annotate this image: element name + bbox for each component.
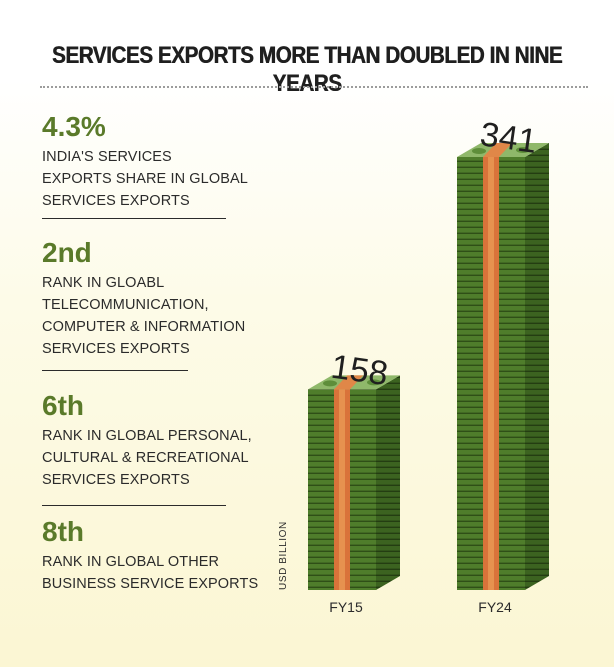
stat-line: INDIA'S SERVICES [42, 149, 172, 165]
x-tick-label: FY24 [478, 599, 512, 615]
stat-value: 2nd [42, 237, 92, 268]
bar-side [376, 375, 400, 590]
bill-seal [367, 379, 381, 386]
bar-value-label: 341 [478, 115, 539, 161]
chart-title: SERVICES EXPORTS MORE THAN DOUBLED IN NI… [51, 42, 563, 97]
bill-seal [323, 380, 337, 387]
stat-divider [42, 505, 226, 506]
stat-value: 6th [42, 390, 84, 421]
stat-description: RANK IN GLOBAL PERSONAL, CULTURAL & RECR… [42, 425, 252, 491]
stat-rank-business: 8th RANK IN GLOBAL OTHER BUSINESS SERVIC… [42, 517, 258, 595]
bar-band-top [334, 375, 364, 390]
y-axis-label: USD BILLION [278, 521, 289, 590]
stat-line: SERVICES EXPORTS [42, 341, 190, 357]
bar-side [525, 143, 549, 590]
bar-fy15: 158 FY15 [308, 348, 400, 615]
bill-seal [472, 148, 486, 154]
stat-description: RANK IN GLOABL TELECOMMUNICATION, COMPUT… [42, 272, 245, 360]
stat-line: RANK IN GLOBAL OTHER [42, 554, 220, 570]
bar-fy24: 341 FY24 [457, 115, 549, 615]
stat-line: RANK IN GLOABL [42, 275, 165, 291]
stat-divider [42, 218, 226, 219]
stat-line: BUSINESS SERVICE EXPORTS [42, 576, 259, 592]
stat-share: 4.3% INDIA'S SERVICES EXPORTS SHARE IN G… [42, 112, 248, 212]
stat-divider [42, 370, 188, 371]
stat-line: SERVICES EXPORTS [42, 472, 190, 488]
bill-seal [516, 147, 530, 153]
stat-line: EXPORTS SHARE IN GLOBAL [42, 171, 248, 187]
stat-value: 4.3% [42, 111, 106, 142]
title-divider [40, 86, 588, 88]
stat-value: 8th [42, 516, 84, 547]
stat-line: COMPUTER & INFORMATION [42, 319, 246, 335]
stat-line: TELECOMMUNICATION, [42, 297, 209, 313]
stat-description: RANK IN GLOBAL OTHER BUSINESS SERVICE EX… [42, 551, 258, 595]
bar-value-label: 158 [329, 348, 390, 394]
stat-description: INDIA'S SERVICES EXPORTS SHARE IN GLOBAL… [42, 146, 248, 212]
bar-band-highlight [339, 389, 345, 590]
stat-rank-personal: 6th RANK IN GLOBAL PERSONAL, CULTURAL & … [42, 391, 252, 491]
bar-band-highlight [488, 157, 494, 590]
stat-line: RANK IN GLOBAL PERSONAL, [42, 428, 252, 444]
stat-rank-telecom: 2nd RANK IN GLOABL TELECOMMUNICATION, CO… [42, 238, 245, 360]
stat-line: CULTURAL & RECREATIONAL [42, 450, 249, 466]
bar-band-top [483, 143, 513, 157]
x-tick-label: FY15 [329, 599, 363, 615]
stat-line: SERVICES EXPORTS [42, 193, 190, 209]
